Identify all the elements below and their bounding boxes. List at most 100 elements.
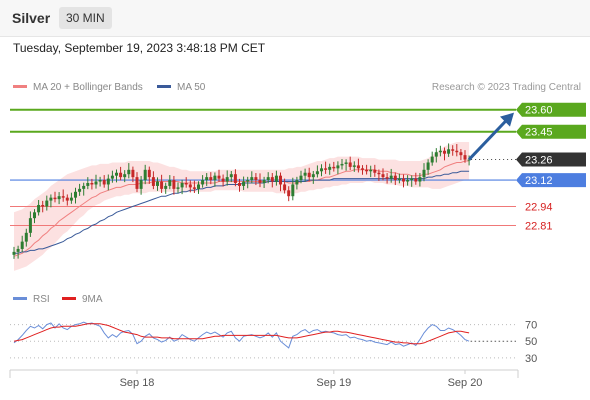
candle-body: [205, 177, 209, 181]
candle-body: [291, 184, 295, 197]
candle-body: [320, 168, 323, 172]
candle-body: [61, 196, 65, 198]
candle-body: [12, 251, 16, 255]
candle-body: [110, 175, 114, 179]
legend-swatch: [157, 85, 171, 88]
candle-body: [242, 181, 246, 186]
candle-body: [467, 159, 471, 161]
candle-body: [344, 162, 348, 164]
candle-body: [369, 169, 373, 172]
candle-body: [28, 218, 32, 233]
rsi-legend-swatch: [62, 297, 76, 300]
timeframe-button[interactable]: 30 MIN: [59, 7, 112, 29]
price-level-tag: [516, 152, 586, 167]
candle-body: [168, 180, 172, 186]
candle-body: [287, 190, 291, 197]
price-level-label: 22.94: [525, 201, 553, 213]
candle-body: [69, 197, 73, 201]
candle-body: [426, 162, 430, 170]
candle-body: [143, 169, 147, 181]
candle-body: [332, 166, 336, 169]
candle-body: [49, 197, 53, 201]
candle-body: [295, 180, 299, 185]
candle-body: [201, 180, 205, 185]
candle-body: [209, 177, 213, 181]
price-level-label: 23.26: [525, 155, 553, 167]
legend-label: MA 20 + Bollinger Bands: [33, 82, 143, 93]
rsi-tick-label: 30: [525, 353, 537, 365]
rsi-tick-label: 70: [525, 320, 537, 332]
legend-label: MA 50: [177, 82, 206, 93]
candle-body: [45, 200, 49, 207]
forecast-arrow: [467, 117, 510, 161]
candle-body: [221, 178, 225, 182]
candle-body: [422, 169, 426, 178]
candle-body: [270, 177, 274, 182]
candle-body: [164, 185, 168, 189]
candle-body: [438, 150, 442, 153]
price-level-label: 22.81: [525, 221, 553, 233]
candle-body: [176, 187, 180, 189]
candle-body: [53, 197, 57, 200]
candle-body: [373, 169, 377, 173]
candle-body: [184, 183, 188, 185]
legend-swatch: [13, 85, 27, 88]
candle-body: [37, 204, 41, 213]
candle-body: [197, 184, 200, 189]
candle-body: [246, 180, 250, 182]
candle-body: [123, 174, 127, 178]
chart-header: Silver 30 MIN: [0, 0, 590, 37]
candle-body: [233, 174, 237, 183]
candle-body: [451, 149, 455, 151]
x-tick-label: Sep 18: [120, 377, 155, 389]
candle-body: [90, 183, 94, 185]
candle-body: [303, 172, 307, 176]
candle-body: [213, 175, 217, 181]
rsi-legend-swatch: [13, 297, 27, 300]
candle-body: [418, 177, 422, 182]
price-level-tag: [516, 124, 586, 139]
candle-body: [65, 197, 69, 201]
ma50-line: [14, 170, 470, 254]
candle-body: [82, 185, 86, 189]
candle-body: [57, 196, 61, 200]
candle-body: [279, 175, 282, 185]
candle-body: [324, 168, 328, 170]
candle-body: [455, 150, 459, 153]
price-level-tag: [516, 173, 586, 188]
candle-body: [356, 165, 360, 169]
price-level-label: 23.60: [525, 105, 553, 117]
candle-body: [336, 165, 340, 169]
candle-body: [250, 177, 254, 181]
candle-body: [160, 181, 164, 189]
candle-body: [135, 177, 139, 189]
candle-body: [192, 187, 196, 189]
candle-body: [385, 177, 389, 179]
candle-body: [365, 169, 369, 172]
price-level-label: 23.12: [525, 175, 553, 187]
candle-body: [229, 174, 233, 178]
candle-body: [127, 169, 131, 175]
chart-timestamp: Tuesday, September 19, 2023 3:48:18 PM C…: [13, 41, 266, 55]
candle-body: [274, 175, 278, 182]
candle-body: [41, 204, 45, 207]
candle-body: [24, 232, 28, 242]
candle-body: [147, 169, 151, 178]
price-level-label: 23.45: [525, 127, 553, 139]
candle-body: [352, 165, 356, 167]
candle-body: [311, 174, 315, 178]
candle-body: [463, 155, 467, 160]
candle-body: [262, 180, 266, 183]
forecast-arrow-head: [500, 112, 514, 127]
bollinger-band: [14, 142, 470, 271]
candle-body: [98, 180, 102, 182]
candle-body: [131, 169, 135, 178]
candle-body: [410, 178, 414, 181]
candle-body: [430, 156, 434, 163]
candle-body: [434, 152, 438, 157]
candle-body: [115, 172, 118, 176]
candle-body: [377, 172, 381, 175]
candle-body: [119, 172, 123, 178]
candle-body: [172, 180, 176, 189]
